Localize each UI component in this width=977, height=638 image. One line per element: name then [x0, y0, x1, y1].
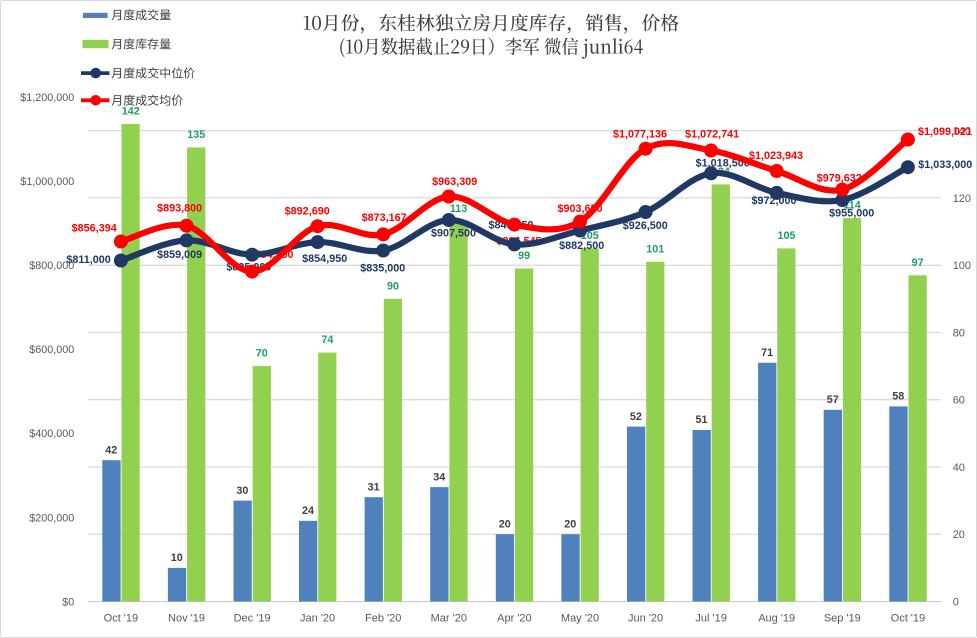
svg-text:60: 60	[953, 395, 965, 407]
svg-text:$1,077,136: $1,077,136	[613, 129, 667, 141]
svg-text:$1,000,000: $1,000,000	[20, 176, 74, 188]
svg-text:40: 40	[953, 462, 965, 474]
svg-text:24: 24	[302, 505, 314, 517]
svg-text:30: 30	[236, 485, 248, 497]
svg-text:Mar '20: Mar '20	[431, 613, 467, 625]
svg-text:113: 113	[450, 203, 467, 215]
svg-text:Oct '19: Oct '19	[891, 613, 926, 625]
svg-text:$882,500: $882,500	[559, 240, 604, 252]
svg-text:Aug '19: Aug '19	[758, 613, 795, 625]
svg-text:51: 51	[695, 414, 707, 426]
svg-text:$1,200,000: $1,200,000	[20, 92, 74, 104]
svg-text:99: 99	[518, 250, 530, 262]
svg-text:$1,072,741: $1,072,741	[685, 129, 739, 141]
svg-text:$600,000: $600,000	[29, 344, 74, 356]
svg-text:May '20: May '20	[561, 613, 599, 625]
svg-text:97: 97	[912, 257, 924, 269]
svg-text:$800,000: $800,000	[29, 260, 74, 272]
svg-text:$972,000: $972,000	[751, 195, 796, 207]
svg-text:$1,033,000: $1,033,000	[918, 159, 972, 171]
svg-text:$955,000: $955,000	[829, 207, 874, 219]
svg-text:0: 0	[953, 596, 959, 608]
svg-text:80: 80	[953, 327, 965, 339]
svg-text:31: 31	[368, 481, 380, 493]
svg-text:74: 74	[321, 334, 333, 346]
svg-text:$859,009: $859,009	[157, 249, 202, 261]
svg-text:$963,309: $963,309	[432, 176, 477, 188]
svg-text:142: 142	[122, 106, 140, 118]
svg-text:$893,800: $893,800	[157, 203, 202, 215]
svg-text:34: 34	[433, 471, 445, 483]
svg-text:$811,000: $811,000	[66, 254, 110, 266]
svg-text:57: 57	[827, 394, 839, 406]
svg-text:$400,000: $400,000	[29, 428, 74, 440]
svg-text:20: 20	[953, 529, 965, 541]
svg-text:90: 90	[387, 280, 399, 292]
svg-text:101: 101	[646, 243, 664, 255]
svg-text:105: 105	[777, 230, 795, 242]
svg-text:Jun '20: Jun '20	[628, 613, 663, 625]
svg-text:100: 100	[953, 260, 971, 272]
svg-text:$835,000: $835,000	[360, 263, 405, 275]
svg-text:Jul '19: Jul '19	[695, 613, 726, 625]
svg-text:$200,000: $200,000	[29, 512, 74, 524]
svg-text:52: 52	[630, 411, 642, 423]
svg-text:Nov '19: Nov '19	[168, 613, 205, 625]
svg-text:58: 58	[892, 391, 904, 403]
svg-text:70: 70	[256, 348, 268, 360]
svg-text:$854,950: $854,950	[302, 253, 347, 265]
svg-text:$856,394: $856,394	[72, 222, 117, 234]
svg-text:$979,632: $979,632	[817, 173, 862, 185]
svg-text:$892,690: $892,690	[285, 205, 330, 217]
svg-text:$926,500: $926,500	[623, 220, 668, 232]
svg-text:42: 42	[105, 444, 117, 456]
svg-text:120: 120	[953, 193, 971, 205]
svg-text:$1,023,943: $1,023,943	[749, 150, 803, 162]
svg-text:71: 71	[761, 347, 773, 359]
svg-text:Feb '20: Feb '20	[365, 613, 401, 625]
svg-text:Oct '19: Oct '19	[104, 613, 139, 625]
svg-text:10: 10	[171, 552, 183, 564]
svg-text:140: 140	[953, 126, 971, 138]
svg-text:Sep '19: Sep '19	[824, 613, 861, 625]
svg-text:$873,167: $873,167	[362, 212, 407, 224]
svg-text:20: 20	[499, 518, 511, 530]
svg-text:Jan '20: Jan '20	[300, 613, 335, 625]
svg-text:$0: $0	[62, 596, 74, 608]
svg-text:135: 135	[187, 129, 205, 141]
svg-text:Apr '20: Apr '20	[497, 613, 532, 625]
svg-text:$907,500: $907,500	[431, 228, 476, 240]
svg-text:Dec '19: Dec '19	[234, 613, 271, 625]
svg-text:20: 20	[564, 518, 576, 530]
svg-text:$1,099,021: $1,099,021	[918, 126, 972, 138]
